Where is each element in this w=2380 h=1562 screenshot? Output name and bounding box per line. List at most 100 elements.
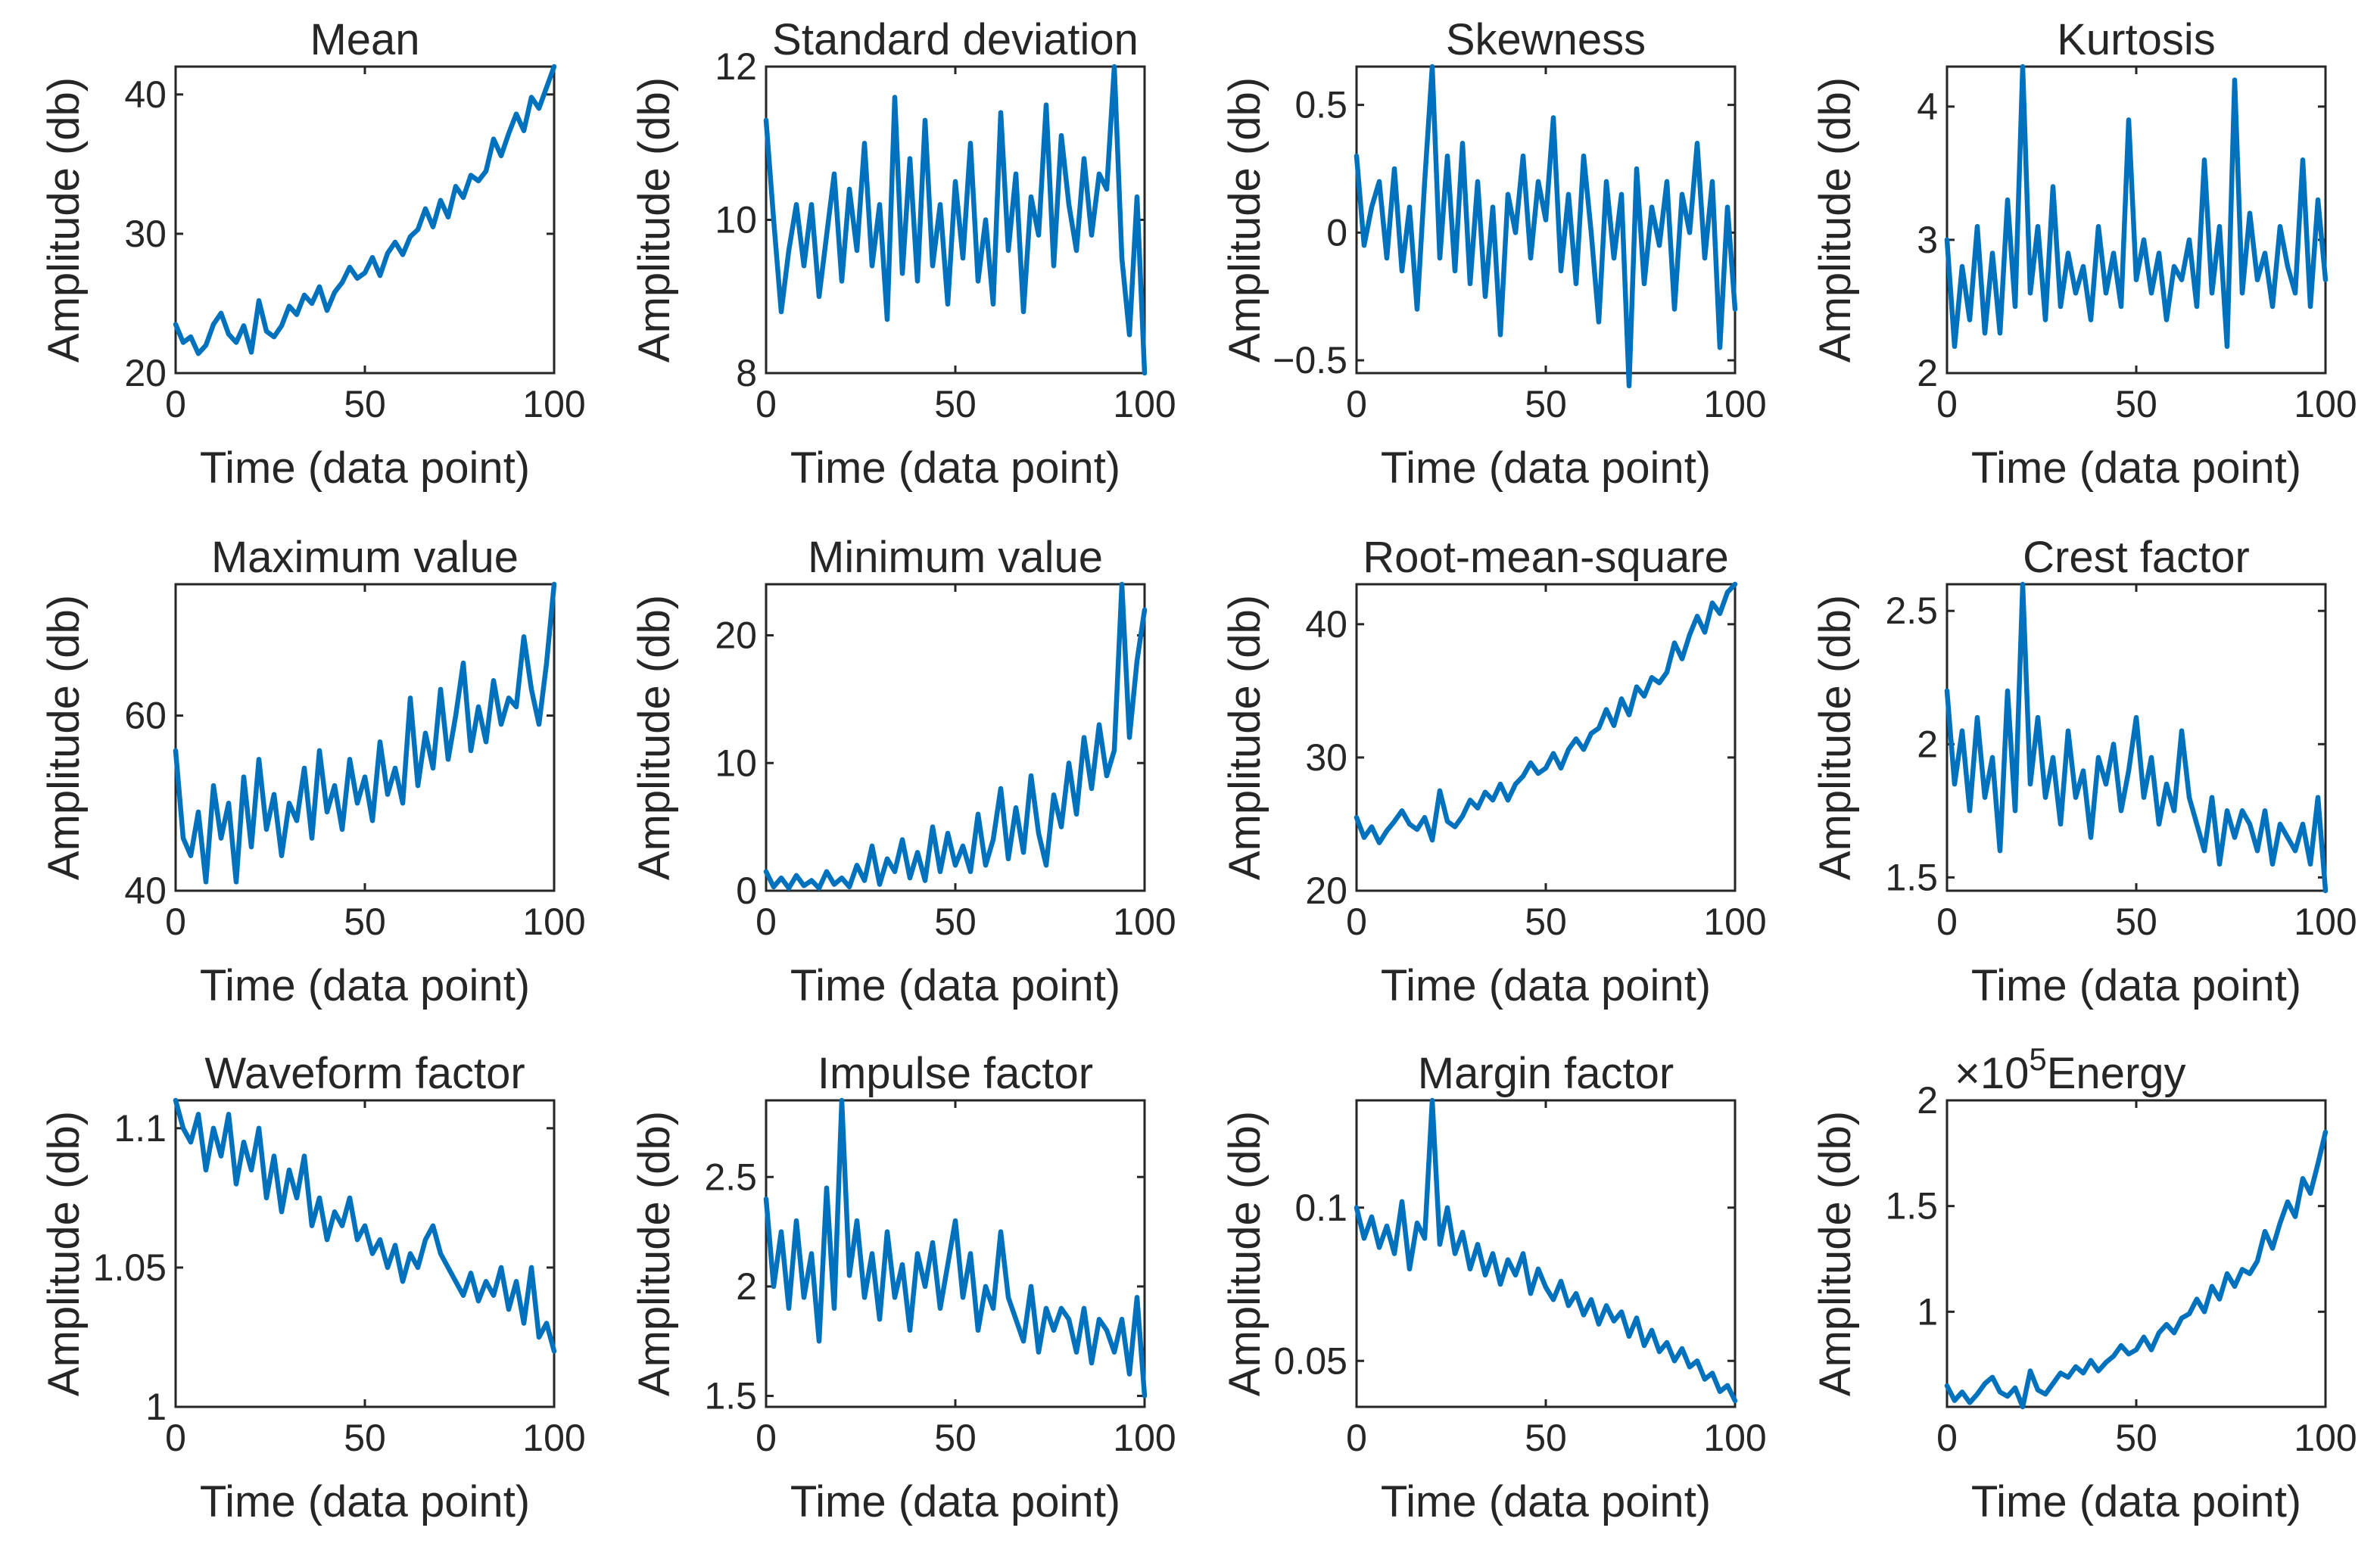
chart-title: Margin factor bbox=[1418, 1049, 1674, 1098]
data-series-line bbox=[1354, 1097, 1738, 1404]
x-tick-label: 0 bbox=[755, 1417, 777, 1459]
axes-frame bbox=[1945, 65, 2327, 375]
y-tick-label: 20 bbox=[1305, 870, 1347, 912]
x-tick-label: 0 bbox=[165, 1417, 186, 1459]
data-series-line bbox=[173, 581, 557, 885]
x-tick-label: 0 bbox=[1936, 901, 1958, 943]
data-series-line bbox=[1944, 1129, 2329, 1410]
chart-panel-9: 0 50 100 1 1.05 1.1 Waveform factor Time (data … bbox=[39, 1049, 586, 1526]
x-tick-label: 50 bbox=[344, 383, 386, 425]
y-tick-label: 10 bbox=[715, 742, 757, 784]
x-tick-label: 50 bbox=[2115, 1417, 2157, 1459]
y-tick-label: 1.5 bbox=[704, 1375, 757, 1417]
x-axis-label: Time (data point) bbox=[790, 961, 1120, 1010]
y-tick-label: 60 bbox=[124, 695, 167, 737]
y-tick-label: 40 bbox=[124, 870, 167, 912]
chart-title: ×105Energy bbox=[1955, 1041, 2186, 1098]
y-tick-label: 4 bbox=[1917, 86, 1938, 128]
chart-title: Root-mean-square bbox=[1363, 533, 1729, 582]
x-tick-label: 100 bbox=[1703, 901, 1766, 943]
x-tick-label: 50 bbox=[344, 1417, 386, 1459]
y-tick-label: 2 bbox=[736, 1265, 757, 1308]
x-tick-label: 100 bbox=[522, 383, 585, 425]
chart-panel-4: 0 50 100 2 3 4 Kurtosis Time (data point) Amplit… bbox=[1811, 15, 2357, 493]
data-series-line bbox=[173, 64, 557, 356]
chart-title: Waveform factor bbox=[204, 1049, 525, 1098]
y-axis-label: Amplitude (db) bbox=[630, 1111, 679, 1396]
x-tick-label: 50 bbox=[344, 901, 386, 943]
x-axis-label: Time (data point) bbox=[790, 443, 1120, 493]
x-tick-label: 100 bbox=[2294, 383, 2357, 425]
data-series-line bbox=[173, 1097, 557, 1354]
chart-title: Skewness bbox=[1446, 15, 1646, 64]
y-axis-label: Amplitude (db) bbox=[1220, 1111, 1269, 1396]
x-axis-label: Time (data point) bbox=[790, 1477, 1120, 1526]
x-tick-label: 0 bbox=[1936, 1417, 1958, 1459]
x-tick-label: 0 bbox=[165, 901, 186, 943]
chart-title: Standard deviation bbox=[772, 15, 1139, 64]
y-axis-label: Amplitude (db) bbox=[39, 1111, 89, 1396]
x-tick-label: 100 bbox=[1113, 1417, 1176, 1459]
y-axis-label: Amplitude (db) bbox=[39, 77, 89, 362]
chart-panel-10: 0 50 100 1.5 2 2.5 Impulse factor Time (data po… bbox=[630, 1049, 1176, 1526]
data-series-line bbox=[1354, 581, 1738, 845]
y-tick-label: 10 bbox=[715, 199, 757, 241]
y-axis-label: Amplitude (db) bbox=[1220, 595, 1269, 880]
x-tick-label: 0 bbox=[1346, 1417, 1367, 1459]
x-tick-label: 100 bbox=[1113, 383, 1176, 425]
y-tick-label: 0.05 bbox=[1274, 1340, 1347, 1382]
x-axis-label: Time (data point) bbox=[1971, 961, 2301, 1010]
y-tick-label: 3 bbox=[1917, 219, 1938, 261]
data-series-line bbox=[1354, 64, 1738, 389]
y-tick-label: 1.05 bbox=[93, 1246, 167, 1289]
chart-title: Mean bbox=[310, 15, 419, 64]
y-tick-label: 0.5 bbox=[1294, 84, 1347, 126]
title-prefix: ×10 bbox=[1955, 1049, 2029, 1098]
y-tick-label: 12 bbox=[715, 45, 757, 88]
y-tick-label: 2 bbox=[1917, 352, 1938, 394]
x-tick-label: 50 bbox=[934, 1417, 977, 1459]
y-axis-label: Amplitude (db) bbox=[630, 595, 679, 880]
chart-panel-1: 0 50 100 20 30 40 Mean Time (data point) Amplitu… bbox=[39, 15, 586, 493]
chart-title: Minimum value bbox=[808, 533, 1103, 582]
chart-panel-2: 0 50 100 8 10 12 Standard deviation Time (data … bbox=[630, 15, 1176, 493]
data-series-line bbox=[1944, 581, 2329, 894]
x-tick-label: 100 bbox=[1703, 383, 1766, 425]
x-tick-label: 0 bbox=[1936, 383, 1958, 425]
chart-panel-5: 0 50 100 40 60 Maximum value Time (data point)… bbox=[39, 533, 586, 1010]
chart-title: Maximum value bbox=[211, 533, 519, 582]
data-series-line bbox=[763, 581, 1148, 891]
y-tick-label: 1.1 bbox=[114, 1107, 167, 1150]
chart-panel-12: 0 50 100 1 1.5 2 ×105Energy Time (data point) Am… bbox=[1811, 1041, 2357, 1526]
y-tick-label: 8 bbox=[736, 352, 757, 394]
x-tick-label: 50 bbox=[1525, 901, 1567, 943]
x-axis-label: Time (data point) bbox=[1381, 1477, 1711, 1526]
y-axis-label: Amplitude (db) bbox=[1220, 77, 1269, 362]
axes-frame bbox=[765, 583, 1146, 892]
y-tick-label: 30 bbox=[1305, 736, 1347, 779]
chart-title: Crest factor bbox=[2023, 533, 2250, 582]
chart-title: Impulse factor bbox=[818, 1049, 1093, 1098]
x-tick-label: 100 bbox=[2294, 901, 2357, 943]
x-axis-label: Time (data point) bbox=[200, 443, 530, 493]
x-axis-label: Time (data point) bbox=[1971, 443, 2301, 493]
chart-panel-11: 0 50 100 0.05 0.1 Margin factor Time (data poi… bbox=[1220, 1049, 1767, 1526]
axes-frame bbox=[174, 65, 556, 375]
y-tick-label: 30 bbox=[124, 213, 167, 255]
y-tick-label: −0.5 bbox=[1273, 339, 1347, 381]
y-tick-label: 1 bbox=[1917, 1290, 1938, 1333]
chart-panel-7: 0 50 100 20 30 40 Root-mean-square Time (data p… bbox=[1220, 533, 1767, 1010]
data-series-line bbox=[763, 64, 1148, 376]
x-tick-label: 50 bbox=[1525, 1417, 1567, 1459]
y-tick-label: 40 bbox=[1305, 603, 1347, 646]
data-series-line bbox=[1944, 64, 2329, 350]
y-tick-label: 2 bbox=[1917, 1079, 1938, 1122]
x-axis-label: Time (data point) bbox=[1971, 1477, 2301, 1526]
x-tick-label: 50 bbox=[1525, 383, 1567, 425]
x-tick-label: 0 bbox=[165, 383, 186, 425]
x-tick-label: 100 bbox=[2294, 1417, 2357, 1459]
x-tick-label: 100 bbox=[522, 1417, 585, 1459]
y-tick-label: 0 bbox=[736, 870, 757, 912]
y-axis-label: Amplitude (db) bbox=[1811, 1111, 1860, 1396]
